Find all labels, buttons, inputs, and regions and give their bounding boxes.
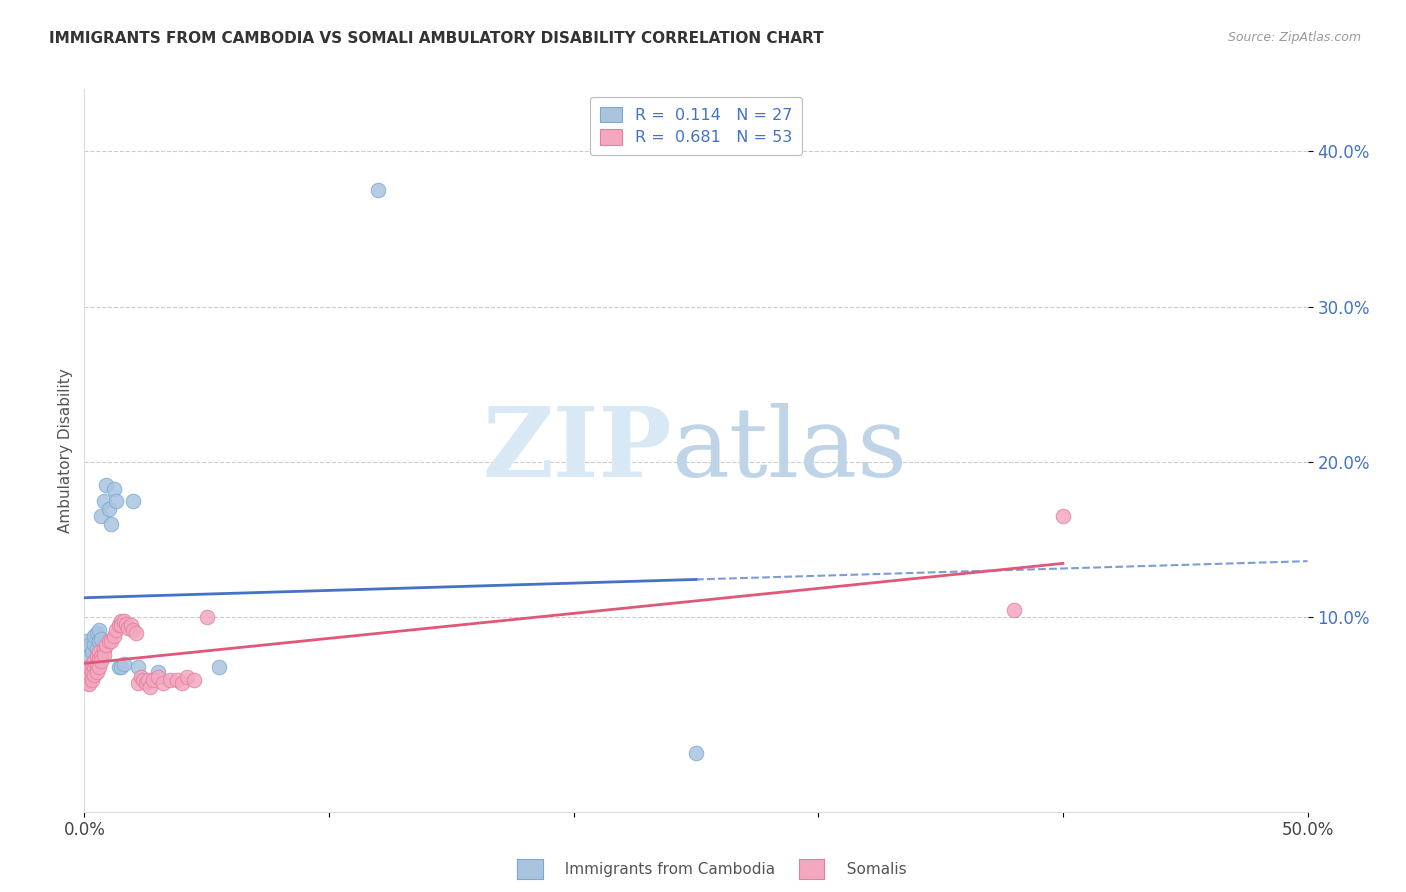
Point (152, 675, 174, 690)
Text: ZIP: ZIP (482, 403, 672, 498)
Point (90, 654, 112, 668)
Point (83, 654, 105, 668)
Point (76, 633, 98, 648)
Point (1002, 603, 1025, 617)
Point (87, 645, 110, 659)
Text: IMMIGRANTS FROM CAMBODIA VS SOMALI AMBULATORY DISABILITY CORRELATION CHART: IMMIGRANTS FROM CAMBODIA VS SOMALI AMBUL… (49, 31, 824, 46)
Point (83, 668, 105, 682)
Point (136, 673, 159, 687)
Point (86, 626, 108, 640)
Point (120, 618, 142, 632)
Point (112, 657, 135, 672)
Point (93, 494, 115, 508)
Point (110, 660, 132, 674)
Point (87, 623, 110, 637)
Point (107, 618, 129, 632)
Text: Source: ZipAtlas.com: Source: ZipAtlas.com (1227, 31, 1361, 45)
Text: Immigrants from Cambodia: Immigrants from Cambodia (555, 863, 776, 877)
Point (86, 665, 108, 679)
Point (100, 517, 122, 532)
Point (142, 673, 165, 687)
Point (146, 669, 169, 683)
Point (685, 746, 707, 760)
Point (1052, 509, 1074, 524)
Point (135, 675, 157, 690)
Point (117, 621, 139, 635)
Point (97, 501, 120, 516)
Point (195, 610, 218, 624)
Point (110, 618, 132, 632)
Point (93, 648, 115, 662)
Point (76, 675, 98, 690)
Point (90, 509, 112, 524)
Text: Somalis: Somalis (837, 863, 907, 877)
Point (87, 652, 110, 666)
Legend: R =  0.114   N = 27, R =  0.681   N = 53: R = 0.114 N = 27, R = 0.681 N = 53 (591, 97, 801, 155)
Point (83, 660, 105, 674)
Point (77, 639, 100, 653)
Point (87, 660, 110, 674)
Point (146, 665, 169, 679)
Point (96, 478, 118, 492)
Point (90, 649, 112, 664)
Point (125, 626, 148, 640)
Point (93, 641, 115, 656)
Point (77, 660, 100, 674)
Point (96, 639, 118, 653)
Point (80, 673, 103, 687)
Point (105, 494, 128, 508)
Point (208, 660, 231, 674)
Point (80, 645, 103, 659)
Point (87, 633, 110, 648)
Point (127, 660, 149, 674)
Point (76, 665, 98, 679)
Text: atlas: atlas (672, 403, 907, 498)
Point (176, 669, 198, 683)
Point (159, 673, 181, 687)
Point (80, 665, 103, 679)
Point (77, 677, 100, 691)
Point (83, 637, 105, 651)
Point (367, 183, 389, 197)
Point (77, 649, 100, 664)
Point (112, 614, 135, 628)
Point (77, 668, 100, 682)
Point (166, 673, 188, 687)
Point (115, 616, 138, 631)
Point (103, 482, 125, 496)
Point (103, 629, 125, 643)
Point (127, 675, 149, 690)
Point (76, 641, 98, 656)
Point (97, 633, 120, 648)
Point (76, 673, 98, 687)
Point (86, 649, 108, 664)
Point (129, 669, 152, 683)
Point (83, 629, 105, 643)
Point (105, 623, 128, 637)
Point (122, 494, 145, 508)
Point (100, 633, 122, 648)
Point (110, 614, 132, 628)
Point (86, 641, 108, 656)
Point (172, 675, 194, 690)
Point (122, 623, 145, 637)
Point (90, 632, 112, 647)
Point (86, 657, 108, 672)
Point (139, 681, 162, 695)
Y-axis label: Ambulatory Disability: Ambulatory Disability (58, 368, 73, 533)
Point (183, 673, 205, 687)
Point (80, 657, 103, 672)
Point (132, 673, 155, 687)
Point (107, 660, 129, 674)
